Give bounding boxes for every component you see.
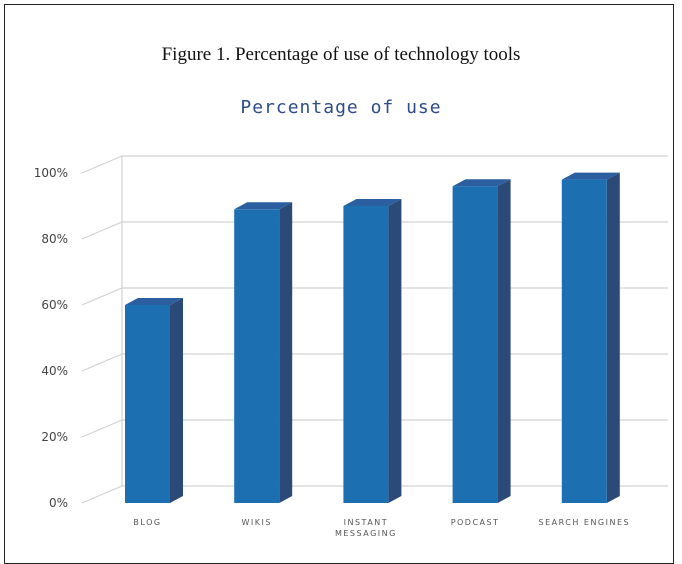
bar: [561, 172, 620, 503]
y-axis: 0% 20% 40% 60% 80% 100%: [34, 166, 68, 510]
x-tick-label: BLOG: [133, 518, 161, 527]
bar-side: [497, 179, 511, 503]
bar-chart: 0% 20% 40% 60% 80% 100% BLOG WIKIS INSTANT MESSA…: [34, 155, 668, 538]
bar: [125, 298, 183, 503]
bar-top: [234, 202, 293, 210]
y-tick-label: 60%: [41, 298, 68, 312]
bar-front: [343, 206, 389, 503]
bar-front: [125, 305, 170, 503]
bar-top: [452, 179, 511, 187]
bar-side: [388, 199, 402, 503]
bar: [234, 202, 293, 504]
figure-caption: Figure 1. Percentage of use of technolog…: [161, 44, 521, 65]
bar-front: [234, 209, 280, 504]
y-tick-label: 80%: [41, 232, 68, 246]
chart-title: Percentage of use: [240, 97, 442, 118]
bar-front: [452, 186, 498, 503]
x-tick-label: WIKIS: [241, 518, 271, 527]
bars: [125, 172, 620, 504]
bar-front: [561, 179, 607, 503]
x-tick-label: PODCAST: [451, 518, 500, 527]
bar-top: [561, 172, 620, 180]
bar-side: [279, 202, 293, 504]
bar-top: [125, 298, 183, 305]
x-tick-label: MESSAGING: [335, 529, 397, 538]
bar-side: [606, 172, 620, 503]
bar: [343, 199, 402, 503]
y-tick-label: 40%: [41, 364, 68, 378]
x-axis: BLOG WIKIS INSTANT MESSAGING PODCAST SEARCH E…: [133, 518, 630, 538]
x-tick-label: INSTANT: [344, 518, 389, 527]
bar: [452, 179, 511, 503]
gridline: [81, 155, 668, 174]
y-tick-label: 20%: [41, 430, 68, 444]
y-tick-label: 100%: [34, 166, 68, 180]
x-tick-label: SEARCH ENGINES: [538, 518, 630, 527]
bar-side: [170, 298, 183, 503]
bar-top: [343, 199, 402, 206]
y-tick-label: 0%: [49, 496, 68, 510]
